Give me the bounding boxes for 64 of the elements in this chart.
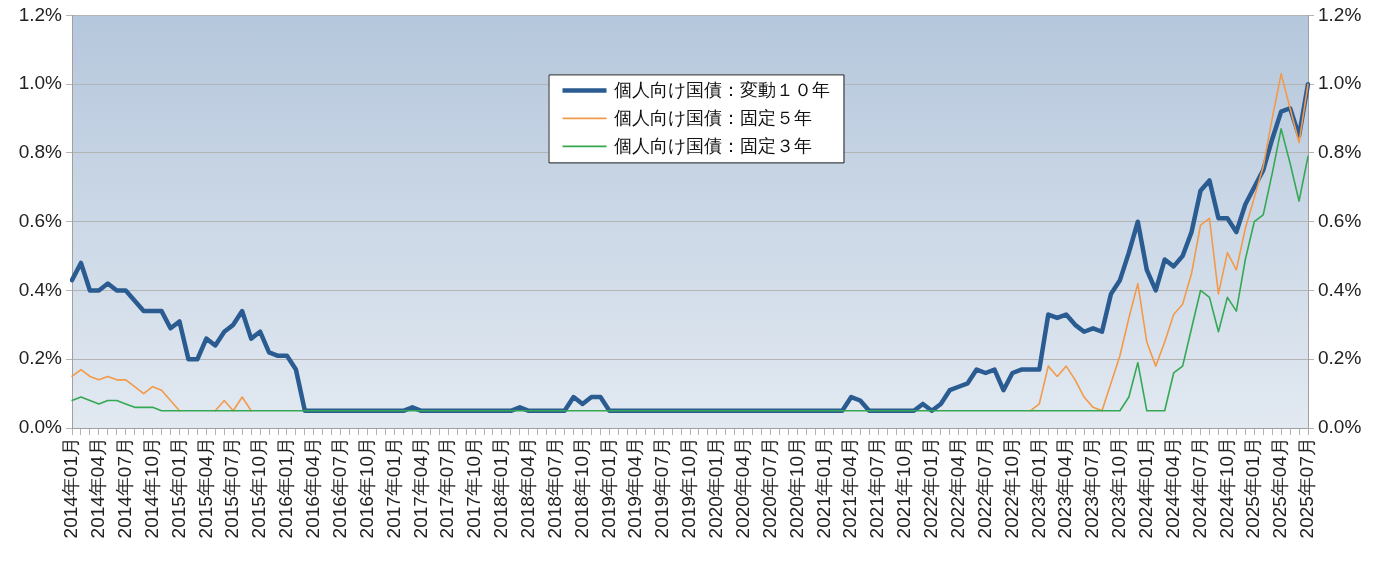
x-tick-label: 2018年07月 [543,437,565,539]
x-tick-label: 2018年04月 [517,437,539,539]
y-tick-label: 0.4% [18,278,63,300]
x-tick-label: 2020年01月 [705,437,727,539]
x-tick-label: 2022年04月 [946,437,968,539]
y2-tick-label: 1.2% [1318,3,1362,25]
y-tick-label: 0.2% [18,347,63,369]
x-tick-label: 2015年10月 [248,437,270,539]
y-tick-label: 0.0% [18,416,63,438]
y2-tick-label: 0.8% [1318,141,1362,163]
x-tick-label: 2024年04月 [1161,437,1183,539]
x-tick-label: 2016年01月 [275,437,297,539]
x-tick-label: 2015年04月 [194,437,216,539]
x-tick-label: 2017年10月 [463,437,485,539]
y2-tick-label: 0.6% [1318,209,1362,231]
y2-tick-label: 0.2% [1318,347,1362,369]
x-tick-label: 2020年07月 [758,437,780,539]
y-tick-label: 1.2% [18,3,63,25]
x-tick-label: 2020年10月 [785,437,807,539]
legend-label: 個人向け国債：固定３年 [613,136,812,157]
x-tick-label: 2017年04月 [409,437,431,539]
x-tick-label: 2019年04月 [624,437,646,539]
x-tick-label: 2023年07月 [1081,437,1103,539]
x-tick-label: 2014年07月 [113,437,135,539]
x-tick-label: 2017年07月 [436,437,458,539]
x-tick-label: 2023年01月 [1027,437,1049,539]
x-tick-label: 2024年01月 [1135,437,1157,539]
x-tick-label: 2016年04月 [302,437,324,539]
x-tick-label: 2025年04月 [1269,437,1291,539]
legend-label: 個人向け国債：固定５年 [613,108,812,129]
x-tick-label: 2024年07月 [1188,437,1210,539]
x-tick-label: 2021年01月 [812,437,834,539]
x-tick-label: 2014年10月 [140,437,162,539]
x-tick-label: 2023年10月 [1108,437,1130,539]
x-tick-label: 2017年01月 [382,437,404,539]
x-tick-label: 2018年10月 [570,437,592,539]
x-tick-label: 2018年01月 [490,437,512,539]
y-tick-label: 0.8% [18,141,63,163]
x-tick-label: 2022年10月 [1000,437,1022,539]
x-tick-label: 2014年04月 [87,437,109,539]
x-tick-label: 2023年04月 [1054,437,1076,539]
y2-tick-label: 0.4% [1318,278,1362,300]
x-tick-label: 2015年01月 [167,437,189,539]
y-tick-label: 0.6% [18,209,63,231]
x-tick-label: 2019年10月 [678,437,700,539]
x-tick-label: 2016年10月 [355,437,377,539]
x-tick-label: 2024年10月 [1215,437,1237,539]
x-tick-label: 2014年01月 [60,437,82,539]
x-tick-label: 2021年10月 [893,437,915,539]
x-tick-label: 2021年04月 [839,437,861,539]
x-tick-label: 2020年04月 [731,437,753,539]
x-tick-label: 2025年01月 [1242,437,1264,539]
x-tick-label: 2021年07月 [866,437,888,539]
x-tick-label: 2019年07月 [651,437,673,539]
x-tick-label: 2022年07月 [973,437,995,539]
x-tick-label: 2022年01月 [920,437,942,539]
x-tick-label: 2016年07月 [328,437,350,539]
x-tick-label: 2015年07月 [221,437,243,539]
y2-tick-label: 1.0% [1318,72,1362,94]
legend-label: 個人向け国債：変動１０年 [613,80,830,101]
y2-tick-label: 0.0% [1318,416,1362,438]
x-tick-label: 2025年07月 [1296,437,1318,539]
y-tick-label: 1.0% [18,72,63,94]
x-tick-label: 2019年01月 [597,437,619,539]
